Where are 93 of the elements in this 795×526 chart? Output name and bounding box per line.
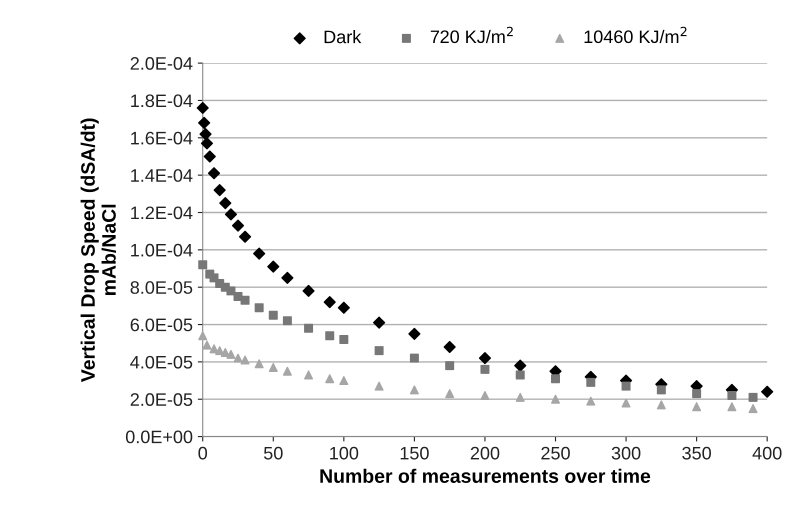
point <box>373 316 386 329</box>
point <box>219 197 232 210</box>
point <box>200 137 214 150</box>
point <box>748 392 758 402</box>
point <box>410 354 419 363</box>
point <box>282 316 292 326</box>
point <box>238 230 252 243</box>
point <box>692 402 702 412</box>
legend-label: 10460 KJ/m$^{2}$ <box>584 26 686 44</box>
y-axis-title: Vertical Drop Speed (dSA/dt) mAb/NaCl <box>80 118 116 382</box>
point <box>304 370 314 380</box>
point <box>234 354 242 363</box>
point <box>656 400 666 410</box>
point <box>304 324 314 333</box>
point <box>234 292 242 302</box>
point <box>410 385 419 394</box>
point <box>198 116 210 129</box>
point <box>480 391 490 400</box>
y-tick-label: 1.6E-04 <box>131 132 192 145</box>
point <box>253 248 266 260</box>
point <box>302 284 315 298</box>
y-tick-label: 4.0E-05 <box>130 356 192 369</box>
y-tick-label: 1.8E-04 <box>131 94 192 108</box>
point <box>198 331 208 340</box>
point <box>551 394 560 404</box>
y-tick-label: 6.0E-05 <box>130 318 192 332</box>
point <box>324 296 336 308</box>
point <box>226 286 236 296</box>
point <box>254 359 264 368</box>
x-tick-label: 0 <box>198 446 208 460</box>
y-tick-label: 1.4E-04 <box>131 169 192 182</box>
point <box>268 310 278 320</box>
point <box>240 356 250 365</box>
point <box>622 398 631 408</box>
x-tick-label: 100 <box>330 446 358 460</box>
point <box>267 260 280 273</box>
point <box>551 374 560 384</box>
point <box>196 102 209 114</box>
point <box>325 331 334 340</box>
point <box>516 392 525 402</box>
point <box>214 184 226 196</box>
y-tick-label: 1.2E-04 <box>131 206 192 220</box>
point <box>224 208 238 220</box>
x-tick-label: 350 <box>682 446 711 460</box>
point <box>254 303 264 312</box>
point <box>656 385 666 394</box>
x-tick-label: 250 <box>541 446 570 460</box>
point <box>480 364 490 374</box>
y-tick-label: 2.0E-05 <box>130 393 192 406</box>
x-tick-label: 150 <box>400 446 429 460</box>
point <box>514 360 526 372</box>
point <box>516 370 525 380</box>
point <box>199 128 212 140</box>
x-tick-label: 50 <box>264 446 283 460</box>
point <box>198 260 208 270</box>
x-tick-label: 400 <box>752 446 782 460</box>
point <box>408 328 420 340</box>
point <box>727 402 736 412</box>
point <box>374 382 384 391</box>
x-tick-label: 200 <box>470 446 500 460</box>
point <box>761 386 774 398</box>
point <box>748 404 758 414</box>
y-tick-label: 1.0E-04 <box>131 244 192 257</box>
point <box>204 150 216 163</box>
point <box>339 334 348 344</box>
point <box>208 167 220 180</box>
x-axis-title: Number of measurements over time <box>320 468 650 483</box>
point <box>202 340 212 350</box>
y-tick-label: 2.0E-04 <box>130 57 192 70</box>
point <box>586 396 596 406</box>
x-tick-label: 300 <box>612 446 640 460</box>
point <box>240 296 250 305</box>
point <box>478 352 492 364</box>
point <box>268 362 278 372</box>
point <box>692 389 702 398</box>
point <box>232 220 244 232</box>
point <box>325 374 334 384</box>
point <box>586 378 596 387</box>
point <box>281 272 294 284</box>
point <box>282 366 292 376</box>
point <box>445 389 454 398</box>
y-tick-label: 0.0E+00 <box>126 430 192 444</box>
point <box>444 340 456 354</box>
point <box>445 361 454 370</box>
point <box>727 391 736 400</box>
y-tick-label: 8.0E-05 <box>130 281 192 294</box>
point <box>226 350 236 359</box>
legend-label: Dark <box>324 30 362 44</box>
point <box>374 346 384 356</box>
legend-label: 720 KJ/m$^{2}$ <box>430 26 513 44</box>
point <box>622 382 631 391</box>
point <box>339 376 348 386</box>
point <box>338 302 350 314</box>
